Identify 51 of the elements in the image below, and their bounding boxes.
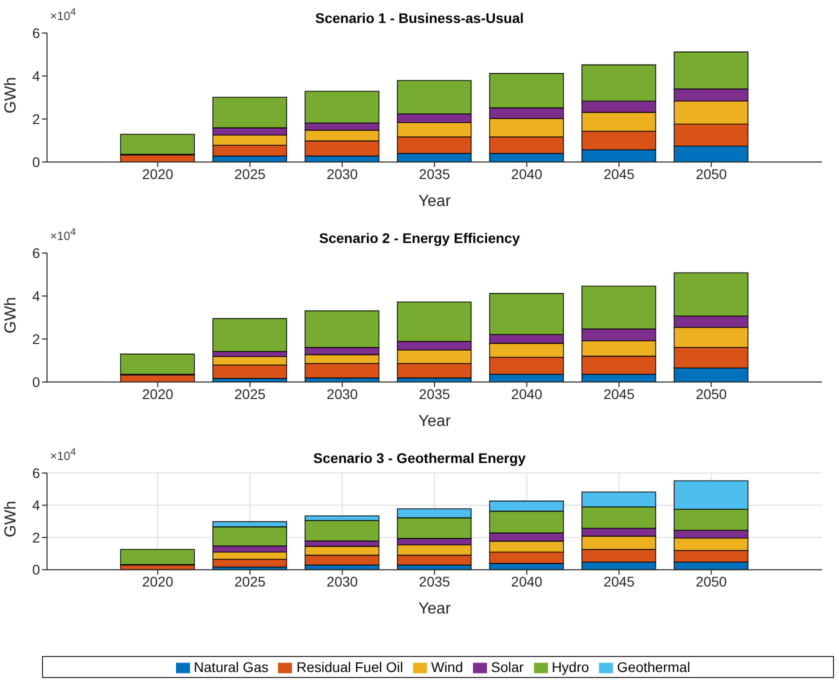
x-tick-label: 2035 xyxy=(418,166,450,182)
x-tick-label: 2025 xyxy=(234,166,266,182)
y-tick-label: 2 xyxy=(32,110,40,127)
legend-label: Natural Gas xyxy=(194,658,268,675)
legend-label: Residual Fuel Oil xyxy=(296,658,404,675)
x-axis-title: Year xyxy=(418,600,452,618)
x-tick-label: 2050 xyxy=(696,574,728,590)
chart-title: Scenario 2 - Energy Efficiency xyxy=(319,230,520,246)
chart-title: Scenario 1 - Business-as-Usual xyxy=(315,10,524,26)
x-tick-label: 2030 xyxy=(326,386,358,402)
y-axis-title: GWh xyxy=(2,77,20,114)
text: ×10$^{4}$ xyxy=(50,7,76,23)
y-tick-label: 4 xyxy=(32,497,40,514)
x-tick-label: 2050 xyxy=(696,386,728,402)
x-tick-label: 2040 xyxy=(511,386,543,402)
legend-label: Solar xyxy=(491,658,524,675)
y-tick-label: 6 xyxy=(32,244,40,261)
x-tick-label: 2035 xyxy=(418,574,450,590)
chart-title: Scenario 3 - Geothermal Energy xyxy=(313,450,526,466)
y-axis-title: GWh xyxy=(2,297,20,334)
legend-label: Wind xyxy=(431,658,463,675)
x-tick-label: 2020 xyxy=(142,574,174,590)
y-tick-label: 2 xyxy=(32,529,40,546)
x-tick-label: 2045 xyxy=(603,166,635,182)
legend-label: Hydro xyxy=(552,658,590,675)
y-axis-title: GWh xyxy=(2,500,20,538)
text: ×10$^{4}$ xyxy=(50,227,76,243)
y-tick-label: 0 xyxy=(32,374,40,390)
x-tick-label: 2045 xyxy=(603,386,635,402)
x-axis-title: Year xyxy=(418,193,452,210)
x-tick-label: 2050 xyxy=(696,166,728,182)
y-tick-label: 2 xyxy=(32,330,40,347)
x-tick-label: 2030 xyxy=(326,166,358,182)
legend-label: Geothermal xyxy=(617,658,690,675)
x-tick-label: 2040 xyxy=(511,166,543,182)
y-tick-label: 0 xyxy=(32,154,40,170)
x-tick-label: 2040 xyxy=(511,574,543,590)
y-tick-label: 0 xyxy=(32,562,40,578)
y-tick-label: 6 xyxy=(32,464,40,481)
x-tick-label: 2035 xyxy=(418,386,450,402)
x-tick-label: 2025 xyxy=(234,386,266,402)
x-tick-label: 2020 xyxy=(142,166,174,182)
x-tick-label: 2020 xyxy=(142,386,174,402)
text: ×10$^{4}$ xyxy=(50,447,76,463)
x-tick-label: 2025 xyxy=(234,574,266,590)
y-tick-label: 4 xyxy=(32,288,40,304)
x-tick-label: 2045 xyxy=(603,574,635,590)
y-tick-label: 4 xyxy=(32,68,40,84)
x-tick-label: 2030 xyxy=(326,574,358,590)
x-axis-title: Year xyxy=(418,413,452,430)
y-tick-label: 6 xyxy=(32,24,40,41)
